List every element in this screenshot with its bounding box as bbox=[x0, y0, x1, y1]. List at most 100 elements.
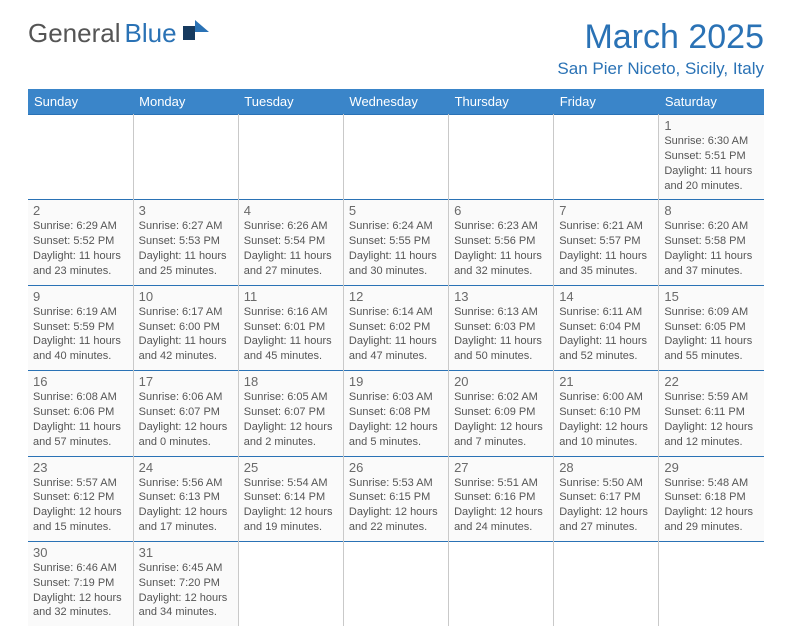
sunrise-line: Sunrise: 5:54 AM bbox=[244, 476, 338, 491]
day-number: 15 bbox=[664, 289, 759, 304]
daylight-line: Daylight: 11 hours and 37 minutes. bbox=[664, 249, 759, 279]
daylight-line: Daylight: 12 hours and 27 minutes. bbox=[559, 505, 653, 535]
logo-text-general: General bbox=[28, 18, 121, 49]
sunset-line: Sunset: 6:18 PM bbox=[664, 490, 759, 505]
day-number: 5 bbox=[349, 203, 443, 218]
sunrise-line: Sunrise: 6:45 AM bbox=[139, 561, 233, 576]
sunrise-line: Sunrise: 6:23 AM bbox=[454, 219, 548, 234]
calendar-cell: 24Sunrise: 5:56 AMSunset: 6:13 PMDayligh… bbox=[133, 456, 238, 541]
sunset-line: Sunset: 5:55 PM bbox=[349, 234, 443, 249]
calendar-cell: 7Sunrise: 6:21 AMSunset: 5:57 PMDaylight… bbox=[554, 200, 659, 285]
daylight-line: Daylight: 11 hours and 57 minutes. bbox=[33, 420, 128, 450]
sunrise-line: Sunrise: 6:26 AM bbox=[244, 219, 338, 234]
calendar-body: 1Sunrise: 6:30 AMSunset: 5:51 PMDaylight… bbox=[28, 115, 764, 626]
calendar-cell: 19Sunrise: 6:03 AMSunset: 6:08 PMDayligh… bbox=[343, 371, 448, 456]
calendar-row: 2Sunrise: 6:29 AMSunset: 5:52 PMDaylight… bbox=[28, 200, 764, 285]
sunset-line: Sunset: 7:20 PM bbox=[139, 576, 233, 591]
daylight-line: Daylight: 12 hours and 0 minutes. bbox=[139, 420, 233, 450]
calendar-cell bbox=[238, 115, 343, 200]
day-header: Wednesday bbox=[343, 89, 448, 115]
day-header: Monday bbox=[133, 89, 238, 115]
calendar-cell: 13Sunrise: 6:13 AMSunset: 6:03 PMDayligh… bbox=[449, 285, 554, 370]
sunrise-line: Sunrise: 6:05 AM bbox=[244, 390, 338, 405]
calendar-cell: 5Sunrise: 6:24 AMSunset: 5:55 PMDaylight… bbox=[343, 200, 448, 285]
day-number: 4 bbox=[244, 203, 338, 218]
location: San Pier Niceto, Sicily, Italy bbox=[557, 59, 764, 79]
sunrise-line: Sunrise: 5:59 AM bbox=[664, 390, 759, 405]
calendar-cell bbox=[449, 541, 554, 626]
sunset-line: Sunset: 6:08 PM bbox=[349, 405, 443, 420]
daylight-line: Daylight: 12 hours and 10 minutes. bbox=[559, 420, 653, 450]
day-header: Sunday bbox=[28, 89, 133, 115]
day-number: 24 bbox=[139, 460, 233, 475]
day-header: Tuesday bbox=[238, 89, 343, 115]
sunset-line: Sunset: 6:05 PM bbox=[664, 320, 759, 335]
daylight-line: Daylight: 11 hours and 25 minutes. bbox=[139, 249, 233, 279]
daylight-line: Daylight: 12 hours and 19 minutes. bbox=[244, 505, 338, 535]
calendar-cell: 4Sunrise: 6:26 AMSunset: 5:54 PMDaylight… bbox=[238, 200, 343, 285]
calendar-cell: 23Sunrise: 5:57 AMSunset: 6:12 PMDayligh… bbox=[28, 456, 133, 541]
daylight-line: Daylight: 11 hours and 45 minutes. bbox=[244, 334, 338, 364]
sunrise-line: Sunrise: 6:16 AM bbox=[244, 305, 338, 320]
daylight-line: Daylight: 11 hours and 42 minutes. bbox=[139, 334, 233, 364]
calendar-cell bbox=[449, 115, 554, 200]
day-number: 21 bbox=[559, 374, 653, 389]
daylight-line: Daylight: 12 hours and 34 minutes. bbox=[139, 591, 233, 621]
sunrise-line: Sunrise: 6:27 AM bbox=[139, 219, 233, 234]
daylight-line: Daylight: 11 hours and 23 minutes. bbox=[33, 249, 128, 279]
day-number: 7 bbox=[559, 203, 653, 218]
sunrise-line: Sunrise: 6:13 AM bbox=[454, 305, 548, 320]
sunset-line: Sunset: 6:13 PM bbox=[139, 490, 233, 505]
calendar-cell: 18Sunrise: 6:05 AMSunset: 6:07 PMDayligh… bbox=[238, 371, 343, 456]
month-title: March 2025 bbox=[557, 18, 764, 57]
day-number: 12 bbox=[349, 289, 443, 304]
sunrise-line: Sunrise: 5:51 AM bbox=[454, 476, 548, 491]
day-number: 2 bbox=[33, 203, 128, 218]
calendar-head: SundayMondayTuesdayWednesdayThursdayFrid… bbox=[28, 89, 764, 115]
day-header: Friday bbox=[554, 89, 659, 115]
day-number: 23 bbox=[33, 460, 128, 475]
daylight-line: Daylight: 11 hours and 27 minutes. bbox=[244, 249, 338, 279]
calendar-cell: 20Sunrise: 6:02 AMSunset: 6:09 PMDayligh… bbox=[449, 371, 554, 456]
calendar-cell: 29Sunrise: 5:48 AMSunset: 6:18 PMDayligh… bbox=[659, 456, 764, 541]
daylight-line: Daylight: 11 hours and 52 minutes. bbox=[559, 334, 653, 364]
daylight-line: Daylight: 12 hours and 2 minutes. bbox=[244, 420, 338, 450]
day-number: 26 bbox=[349, 460, 443, 475]
calendar-row: 16Sunrise: 6:08 AMSunset: 6:06 PMDayligh… bbox=[28, 371, 764, 456]
day-number: 31 bbox=[139, 545, 233, 560]
sunset-line: Sunset: 6:06 PM bbox=[33, 405, 128, 420]
daylight-line: Daylight: 12 hours and 32 minutes. bbox=[33, 591, 128, 621]
day-number: 11 bbox=[244, 289, 338, 304]
sunrise-line: Sunrise: 6:09 AM bbox=[664, 305, 759, 320]
daylight-line: Daylight: 12 hours and 22 minutes. bbox=[349, 505, 443, 535]
daylight-line: Daylight: 11 hours and 35 minutes. bbox=[559, 249, 653, 279]
flag-icon bbox=[183, 20, 209, 47]
calendar-cell: 25Sunrise: 5:54 AMSunset: 6:14 PMDayligh… bbox=[238, 456, 343, 541]
calendar-cell: 1Sunrise: 6:30 AMSunset: 5:51 PMDaylight… bbox=[659, 115, 764, 200]
day-number: 22 bbox=[664, 374, 759, 389]
calendar-cell: 31Sunrise: 6:45 AMSunset: 7:20 PMDayligh… bbox=[133, 541, 238, 626]
calendar-cell: 10Sunrise: 6:17 AMSunset: 6:00 PMDayligh… bbox=[133, 285, 238, 370]
day-number: 27 bbox=[454, 460, 548, 475]
day-number: 9 bbox=[33, 289, 128, 304]
daylight-line: Daylight: 11 hours and 30 minutes. bbox=[349, 249, 443, 279]
calendar-cell: 21Sunrise: 6:00 AMSunset: 6:10 PMDayligh… bbox=[554, 371, 659, 456]
calendar-cell bbox=[238, 541, 343, 626]
calendar-row: 1Sunrise: 6:30 AMSunset: 5:51 PMDaylight… bbox=[28, 115, 764, 200]
day-number: 13 bbox=[454, 289, 548, 304]
daylight-line: Daylight: 12 hours and 29 minutes. bbox=[664, 505, 759, 535]
day-number: 25 bbox=[244, 460, 338, 475]
sunset-line: Sunset: 6:12 PM bbox=[33, 490, 128, 505]
sunrise-line: Sunrise: 6:06 AM bbox=[139, 390, 233, 405]
sunrise-line: Sunrise: 6:02 AM bbox=[454, 390, 548, 405]
logo: GeneralBlue bbox=[28, 18, 209, 49]
calendar-row: 9Sunrise: 6:19 AMSunset: 5:59 PMDaylight… bbox=[28, 285, 764, 370]
day-number: 6 bbox=[454, 203, 548, 218]
sunrise-line: Sunrise: 6:21 AM bbox=[559, 219, 653, 234]
calendar-cell bbox=[343, 115, 448, 200]
sunset-line: Sunset: 6:00 PM bbox=[139, 320, 233, 335]
sunrise-line: Sunrise: 6:08 AM bbox=[33, 390, 128, 405]
sunrise-line: Sunrise: 5:57 AM bbox=[33, 476, 128, 491]
logo-text-blue: Blue bbox=[125, 18, 177, 49]
calendar-cell: 3Sunrise: 6:27 AMSunset: 5:53 PMDaylight… bbox=[133, 200, 238, 285]
